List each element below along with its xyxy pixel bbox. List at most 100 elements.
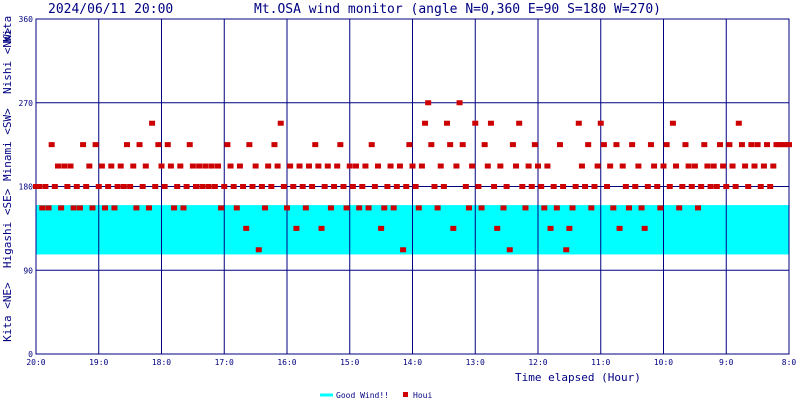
houi-point — [117, 163, 124, 169]
houi-point — [582, 184, 589, 189]
houi-point — [782, 142, 789, 148]
houi-point — [450, 225, 457, 231]
houi-point — [268, 184, 275, 189]
houi-point — [415, 205, 422, 211]
x-tick-label: 11:0 — [591, 358, 610, 367]
houi-point — [434, 205, 441, 211]
houi-point — [246, 142, 253, 148]
houi-point — [713, 184, 720, 189]
houi-point — [39, 205, 46, 211]
houi-point — [663, 142, 670, 148]
houi-point — [349, 184, 356, 189]
legend-houi-swatch — [403, 392, 408, 397]
y-tick-label: 0 — [28, 350, 33, 359]
houi-point — [600, 142, 607, 148]
houi-point — [720, 163, 727, 169]
houi-point — [346, 163, 353, 169]
houi-point — [729, 163, 736, 169]
houi-point — [556, 142, 563, 148]
houi-point — [644, 184, 651, 189]
houi-point — [742, 163, 749, 169]
houi-point — [255, 247, 262, 253]
houi-point — [779, 142, 786, 148]
houi-point — [578, 163, 585, 169]
houi-point — [139, 184, 146, 189]
houi-point — [660, 163, 667, 169]
houi-point — [400, 247, 407, 253]
houi-point — [553, 205, 560, 211]
houi-point — [161, 184, 168, 189]
houi-point — [503, 184, 510, 189]
houi-point — [682, 142, 689, 148]
houi-point — [33, 184, 39, 189]
houi-point — [86, 163, 93, 169]
houi-point — [437, 163, 444, 169]
houi-point — [258, 184, 265, 189]
houi-point — [305, 163, 312, 169]
houi-point — [127, 184, 134, 189]
houi-point — [199, 184, 206, 189]
houi-point — [133, 205, 140, 211]
grid-lines — [35, 18, 790, 355]
houi-point — [657, 205, 664, 211]
houi-points — [33, 100, 792, 253]
houi-point — [70, 205, 77, 211]
houi-point — [522, 205, 529, 211]
houi-point — [688, 184, 695, 189]
houi-point — [152, 184, 159, 189]
y-tick-label: 180 — [19, 183, 34, 192]
x-tick-label: 20:0 — [26, 358, 45, 367]
houi-point — [337, 142, 344, 148]
houi-point — [89, 205, 96, 211]
x-tick-label: 9:0 — [719, 358, 734, 367]
houi-point — [309, 184, 316, 189]
houi-point — [171, 205, 178, 211]
y-direction-label: Kita <NE> — [1, 282, 14, 342]
y-tick-label: 270 — [19, 99, 34, 108]
houi-point — [64, 184, 71, 189]
y-direction-label: Higashi <SE> — [1, 188, 14, 268]
houi-point — [280, 184, 287, 189]
houi-point — [177, 163, 184, 169]
houi-point — [425, 100, 432, 106]
houi-point — [754, 142, 761, 148]
houi-point — [745, 184, 752, 189]
houi-point — [698, 184, 705, 189]
legend: Good Wind!! Houi — [320, 391, 432, 400]
houi-point — [287, 163, 294, 169]
houi-point — [249, 184, 256, 189]
houi-point — [604, 184, 611, 189]
houi-point — [447, 142, 454, 148]
houi-point — [710, 163, 717, 169]
houi-point — [80, 142, 87, 148]
houi-point — [422, 120, 429, 126]
houi-point — [356, 205, 363, 211]
houi-point — [384, 184, 391, 189]
houi-point — [550, 184, 557, 189]
houi-point — [368, 142, 375, 148]
houi-point — [98, 163, 105, 169]
houi-point — [111, 205, 118, 211]
houi-point — [469, 163, 476, 169]
houi-point — [519, 184, 526, 189]
x-tick-label: 8:0 — [782, 358, 797, 367]
houi-point — [302, 205, 309, 211]
houi-point — [651, 163, 658, 169]
houi-point — [155, 142, 162, 148]
houi-point — [632, 184, 639, 189]
houi-point — [51, 184, 58, 189]
houi-point — [641, 225, 648, 231]
houi-point — [230, 184, 237, 189]
houi-point — [174, 184, 181, 189]
houi-point — [591, 184, 598, 189]
houi-point — [472, 120, 479, 126]
houi-point — [76, 205, 83, 211]
legend-good-wind-label: Good Wind!! — [336, 391, 389, 400]
houi-point — [318, 225, 325, 231]
houi-point — [767, 184, 774, 189]
houi-point — [412, 184, 419, 189]
houi-point — [205, 184, 212, 189]
houi-point — [315, 163, 322, 169]
houi-point — [701, 142, 708, 148]
houi-point — [494, 225, 501, 231]
